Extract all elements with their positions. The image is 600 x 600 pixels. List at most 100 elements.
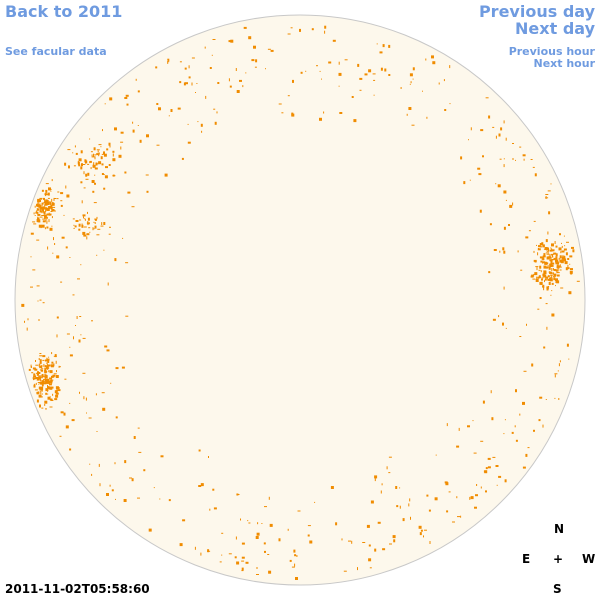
facula [41,206,45,209]
facula [41,383,43,387]
facula [423,535,424,538]
facula [558,266,562,268]
facula [82,214,86,217]
facula [36,372,38,376]
facula [374,548,377,552]
facula [61,236,65,239]
facula [103,151,105,155]
facula [530,159,533,160]
facula [38,383,40,385]
facula [497,184,501,188]
facula [195,92,196,93]
facula [502,322,504,326]
facula [37,372,41,374]
facula [44,400,48,404]
facula [102,129,103,132]
facula [409,498,411,502]
facula [137,427,140,429]
facula [523,158,525,161]
facula [30,366,32,368]
facula [563,258,567,262]
facular-link[interactable]: See facular data [5,45,107,58]
facula [380,67,383,71]
facula [86,412,87,414]
facula [96,431,98,432]
facula [431,55,433,57]
facula [95,162,98,166]
facula [52,393,54,396]
facula [537,276,541,278]
facula [291,566,295,568]
facula [512,158,514,160]
facula [576,280,580,282]
facula [526,323,527,326]
previous-day-link[interactable]: Previous day [478,2,595,21]
facula [566,241,569,243]
facula [92,164,96,168]
facula [241,560,245,562]
facula [569,270,573,274]
facula [570,268,573,271]
facula [170,109,173,112]
facula [546,262,549,265]
facula [235,536,237,540]
facula [196,83,198,84]
facula [72,152,74,154]
facula [105,166,108,169]
facula [94,156,96,160]
facula [53,373,57,375]
facula [200,552,202,556]
facula [395,486,398,489]
facula [241,567,244,571]
facula [98,152,100,155]
facula [43,379,45,381]
facula [564,261,568,265]
facula [452,521,455,523]
facula [522,401,525,405]
facula [339,112,343,114]
facula [554,397,556,399]
facula [553,252,557,255]
facula [92,227,94,231]
facula [106,493,109,496]
facula [82,164,86,165]
facula [45,183,49,185]
facula [43,381,46,383]
facula [107,282,109,286]
facula [351,96,354,98]
facula [131,206,135,208]
facula [43,197,45,200]
facula [74,225,77,228]
facula [482,155,484,158]
facula [445,482,449,486]
facula [51,198,53,202]
next-day-link[interactable]: Next day [515,19,595,38]
facula [98,463,100,467]
facula [267,554,270,555]
facula [539,256,543,259]
facula [85,178,89,180]
facula [503,164,505,168]
facula [545,239,548,243]
facula [479,209,482,213]
previous-hour-link[interactable]: Previous hour [508,45,595,58]
facula [41,364,43,367]
facula [120,146,122,150]
facula [330,486,334,489]
facula [537,248,541,251]
facula [44,216,48,219]
facula [221,554,223,556]
facula [96,234,100,236]
facula [127,191,131,194]
facula [236,90,240,93]
facula [546,326,548,330]
facula [305,70,307,72]
facula [554,374,556,378]
facula [359,89,362,91]
facula [431,55,434,59]
next-hour-link[interactable]: Next hour [533,57,596,70]
facula [528,230,531,232]
facula [49,377,53,380]
back-link[interactable]: Back to 2011 [5,2,123,21]
facula [496,484,498,486]
